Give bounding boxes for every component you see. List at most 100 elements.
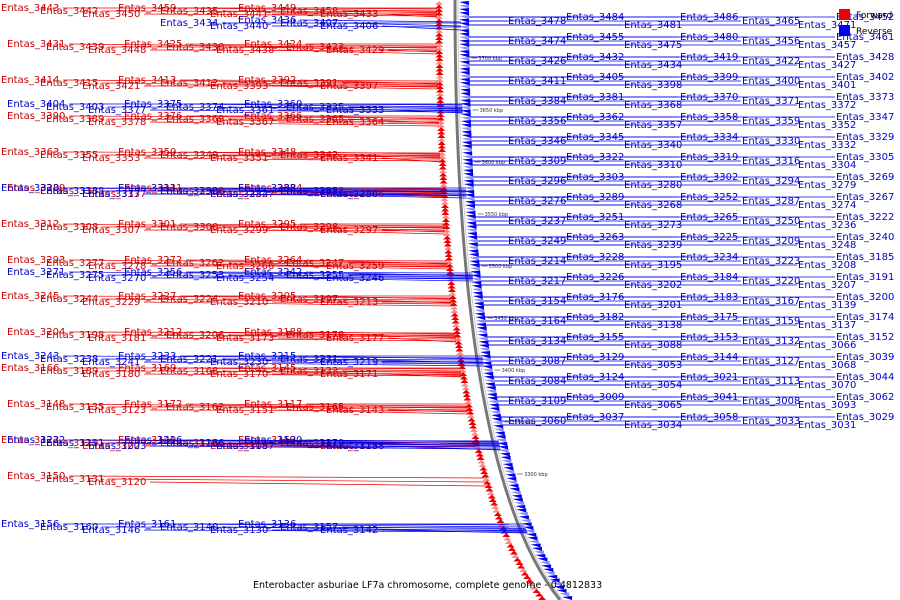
reverse-gene-feature (491, 417, 502, 422)
reverse-gene-feature (462, 162, 473, 166)
gene-label-group: Entas_3359 (470, 116, 800, 127)
gene-label: Entas_3486 (680, 12, 738, 23)
gene-link-line (271, 193, 467, 199)
gene-link-line (299, 355, 483, 360)
gene-link-line (149, 121, 440, 127)
gene-label: Entas_3236 (798, 220, 856, 231)
gene-label-group: Entas_3364 (326, 117, 439, 128)
reverse-gene-feature (473, 305, 484, 310)
gene-label: Entas_3195 (624, 260, 682, 271)
gene-label-group: Entas_3210 (210, 297, 452, 308)
reverse-gene-feature (466, 228, 477, 233)
reverse-gene-feature (476, 323, 487, 327)
gene-label-group: Entas_3296 (473, 176, 566, 187)
position-tick-label: 3300 kbp (524, 472, 548, 478)
forward-gene-feature (469, 428, 478, 432)
reverse-gene-feature (472, 295, 483, 299)
gene-label: Entas_3087 (508, 356, 566, 367)
reverse-gene-feature (472, 291, 483, 296)
gene-label-group: Entas_3135 (46, 402, 468, 413)
forward-gene-feature (466, 410, 475, 415)
gene-label-group: Entas_3215 (238, 351, 483, 362)
gene-label-group: Entas_3172 (124, 399, 468, 410)
gene-label-group: Entas_3162 (166, 402, 469, 413)
forward-gene-feature (448, 291, 457, 296)
position-tick-label: 3550 kbp (485, 212, 509, 218)
gene-label-group: Entas_3450 (82, 9, 438, 20)
forward-gene-feature (450, 309, 459, 313)
gene-label: Entas_3247 (286, 258, 344, 269)
reverse-gene-feature (517, 512, 528, 516)
forward-gene-feature (453, 333, 462, 338)
forward-gene-feature (477, 459, 486, 464)
gene-label: Entas_3254 (216, 273, 274, 284)
gene-link-line (101, 154, 441, 158)
reverse-gene-feature (487, 396, 498, 401)
gene-label: Entas_3179 (286, 438, 344, 449)
gene-label-group: Entas_3180 (82, 369, 462, 380)
gene-label: Entas_3159 (742, 316, 800, 327)
gene-link-line (381, 373, 462, 378)
position-tick-label: 3450 kbp (494, 316, 518, 322)
gene-label-group: Entas_3152 (487, 332, 894, 343)
forward-gene-feature (435, 39, 444, 44)
gene-label: Entas_3122 (1, 435, 59, 446)
forward-gene-feature (493, 512, 502, 516)
gene-link-line (387, 265, 448, 268)
gene-label: Entas_3209 (742, 236, 800, 247)
gene-link-line (227, 262, 448, 266)
gene-label: Entas_3256 (124, 267, 182, 278)
gene-label: Entas_3425 (124, 39, 182, 50)
gene-label: Entas_3221 (160, 354, 218, 365)
forward-gene-feature (509, 550, 518, 555)
gene-label: Entas_3143 (326, 405, 384, 416)
gene-label: Entas_3484 (566, 12, 624, 23)
gene-link-line (179, 523, 526, 528)
reverse-gene-feature (514, 501, 525, 506)
gene-link-line (305, 103, 463, 106)
gene-label: Entas_3188 (244, 327, 302, 338)
gene-label: Entas_3109 (508, 396, 566, 407)
gene-label-group: Entas_3393 (210, 81, 439, 92)
gene-label: Entas_3021 (680, 372, 738, 383)
reverse-gene-feature (527, 536, 538, 541)
forward-gene-feature (437, 130, 446, 135)
gene-label: Entas_3205 (238, 291, 296, 302)
chromosome-backbone (453, 0, 562, 600)
gene-label: Entas_3296 (508, 176, 566, 187)
gene-label-group: Entas_3259 (326, 261, 448, 272)
gene-label: Entas_3251 (566, 212, 624, 223)
gene-link-line (179, 7, 438, 12)
gene-label-group: Entas_3151 (216, 405, 469, 416)
gene-link-line (341, 526, 526, 530)
gene-label: Entas_3340 (624, 140, 682, 151)
reverse-gene-feature (531, 547, 542, 551)
gene-label: Entas_3273 (624, 220, 682, 231)
gene-label-group: Entas_3207 (481, 280, 856, 291)
gene-label-group: Entas_3290 (160, 186, 467, 197)
gene-label: Entas_3378 (88, 117, 146, 128)
gene-label-group: Entas_3171 (320, 369, 462, 380)
map-caption: Enterobacter asburiae LF7a chromosome, c… (253, 580, 602, 591)
gene-label-group: Entas_3033 (502, 416, 800, 427)
gene-label-group: Entas_3133 (280, 366, 462, 377)
gene-label-group: Entas_3008 (498, 396, 800, 407)
gene-label-group: Entas_3353 (82, 153, 441, 164)
gene-label-group: Entas_3131 (46, 474, 486, 485)
gene-label-group: Entas_3355 (40, 150, 441, 161)
forward-gene-feature (442, 221, 451, 226)
gene-label-group: Entas_3143 (326, 405, 469, 416)
gene-label: Entas_3031 (798, 420, 856, 431)
gene-label: Entas_3318 (40, 186, 98, 197)
gene-label: Entas_3465 (742, 16, 800, 27)
gene-link-line (277, 337, 457, 340)
forward-gene-feature (435, 78, 444, 82)
gene-label: Entas_3415 (40, 78, 98, 89)
gene-label: Entas_3355 (40, 150, 98, 161)
reverse-gene-feature (493, 424, 504, 429)
gene-link-line (149, 109, 463, 113)
gene-label-group: Entas_3372 (470, 100, 856, 111)
reverse-gene-feature (459, 60, 470, 65)
gene-label: Entas_3131 (46, 474, 104, 485)
